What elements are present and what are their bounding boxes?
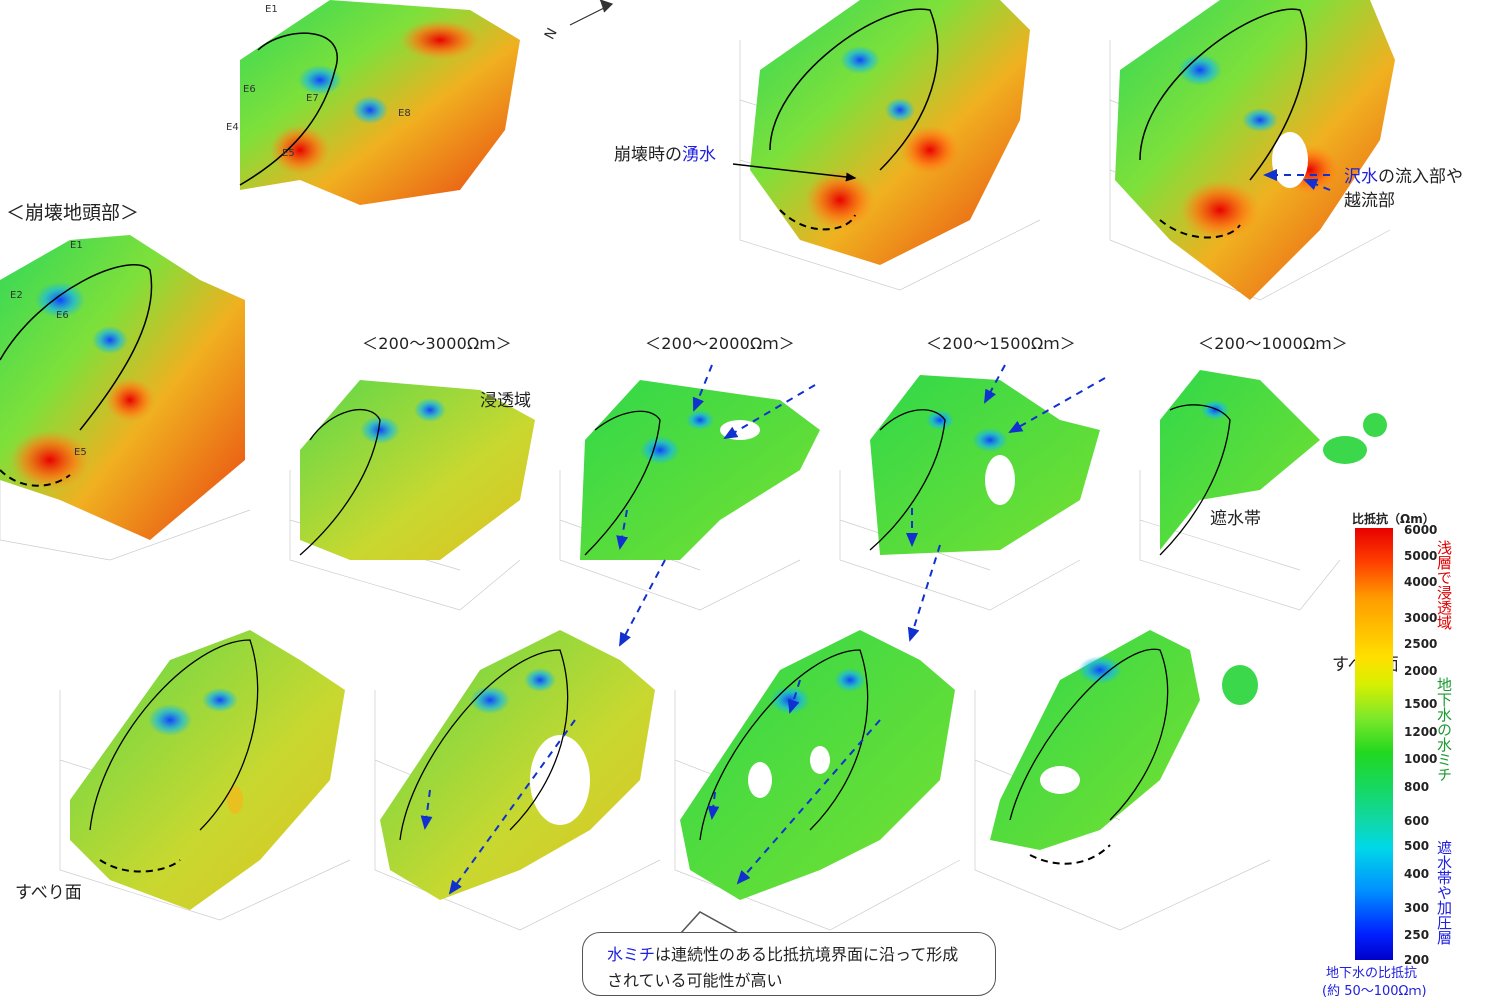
callout-box: 水ミチは連続性のある比抵抗境界面に沿って形成 されている可能性が高い xyxy=(582,932,996,996)
legend-tick-label: 2000 xyxy=(1404,664,1438,678)
callout-line-2: されている可能性が高い xyxy=(607,971,783,990)
electrode-label: E5 xyxy=(282,148,295,159)
electrode-label: E5 xyxy=(74,447,87,458)
legend-tick-label: 6000 xyxy=(1404,523,1438,537)
block-bottom-1 xyxy=(70,630,345,910)
slip-surface-label-left: すべり面 xyxy=(15,883,82,903)
legend-tick-label: 1500 xyxy=(1404,697,1438,711)
electrode-label: E1 xyxy=(70,240,83,251)
electrode-label: E7 xyxy=(306,93,319,104)
legend-tick-label: 1000 xyxy=(1404,752,1438,766)
range-header-1000: ＜200～1000Ωｍ＞ xyxy=(1198,334,1348,353)
legend-bottom-line1: 地下水の比抵抗 xyxy=(1326,966,1418,981)
callout-line-1: 水ミチは連続性のある比抵抗境界面に沿って形成 xyxy=(607,945,959,964)
legend-bottom-line2: (約 50～100Ωｍ) xyxy=(1322,984,1427,999)
spring-label: 崩壊時の湧水 xyxy=(614,145,716,165)
collapse-head-label: ＜崩壊地頭部＞ xyxy=(6,202,140,224)
inflow-label-line1: 沢水の流入部や xyxy=(1344,167,1463,187)
block-left xyxy=(0,235,245,540)
electrode-label: E1 xyxy=(265,4,278,15)
inflow-label-line2: 越流部 xyxy=(1344,191,1395,211)
legend-title: 比抵抗（Ωm） xyxy=(1352,512,1435,526)
electrode-label: E4 xyxy=(226,122,239,133)
legend-tick-label: 600 xyxy=(1404,814,1430,828)
legend-tick-label: 3000 xyxy=(1404,611,1438,625)
legend-tick-label: 400 xyxy=(1404,867,1430,881)
flow-arrows xyxy=(420,169,1331,895)
range-header-3000: ＜200～3000Ωｍ＞ xyxy=(362,334,512,353)
electrode-label: E2 xyxy=(10,290,23,301)
block-mid-4 xyxy=(1159,370,1387,556)
block-bottom-2 xyxy=(380,630,655,900)
block-top-left xyxy=(239,0,520,205)
block-bottom-3 xyxy=(680,630,955,900)
legend-shallow-label: 浅層で浸透域 xyxy=(1435,540,1453,630)
block-top-middle xyxy=(750,0,1030,265)
electrode-label: E6 xyxy=(243,84,256,95)
callout-tail xyxy=(679,911,741,935)
legend-tick-label: 2500 xyxy=(1404,637,1438,651)
legend-tick-label: 5000 xyxy=(1404,549,1438,563)
legend-tick-label: 300 xyxy=(1404,901,1430,915)
range-header-2000: ＜200～2000Ωｍ＞ xyxy=(645,334,795,353)
electrode-label: E6 xyxy=(56,310,69,321)
range-header-1500: ＜200～1500Ωｍ＞ xyxy=(926,334,1076,353)
block-top-right xyxy=(1115,0,1395,300)
legend-tick-label: 4000 xyxy=(1404,575,1438,589)
north-arrow xyxy=(569,0,614,26)
legend-tick-label: 250 xyxy=(1404,928,1430,942)
seepage-zone-label: 浸透域 xyxy=(480,391,531,411)
legend-barrier-label: 遮水帯や加圧層 xyxy=(1435,840,1453,945)
legend-tick-label: 1200 xyxy=(1404,725,1438,739)
electrode-label: E8 xyxy=(398,108,411,119)
legend-tick-label: 500 xyxy=(1404,839,1430,853)
block-mid-1 xyxy=(299,380,535,560)
legend-tick-label: 800 xyxy=(1404,780,1430,794)
legend-tick-label: 200 xyxy=(1404,953,1430,967)
block-mid-2 xyxy=(580,380,820,560)
block-bottom-4 xyxy=(990,630,1258,865)
legend-groundwater-label: 地下水の水ミチ xyxy=(1435,677,1453,782)
barrier-zone-label: 遮水帯 xyxy=(1210,509,1261,529)
resistivity-colorbar xyxy=(1355,528,1393,960)
block-mid-3 xyxy=(869,375,1100,555)
